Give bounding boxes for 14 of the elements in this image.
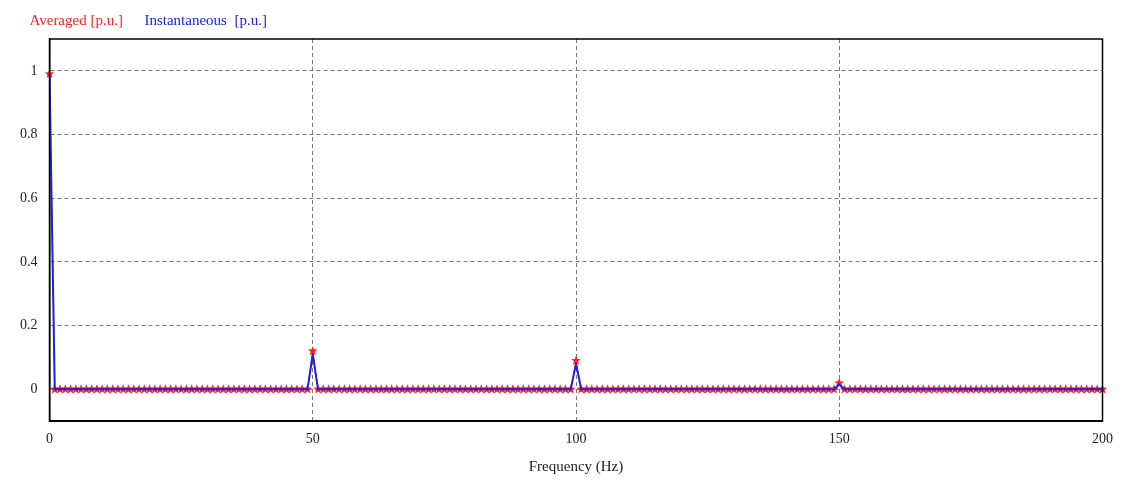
y-tick-label: 0.2 [20,317,38,333]
x-tick-label: 150 [828,431,850,447]
y-tick-label: 0.8 [20,126,38,142]
x-tick-label: 200 [1092,431,1113,447]
y-tick-label: 1 [30,62,38,78]
text: Averaged [p.u.] [29,12,123,29]
x-axis-title: Frequency (Hz) [528,457,624,475]
y-tick-label: 0.6 [20,189,38,205]
x-tick-label: 100 [565,431,587,447]
x-tick-label: 50 [305,431,320,447]
y-tick-label: 0 [30,381,38,397]
y-tick-label: 0.4 [20,253,38,269]
x-tick-label: 0 [46,431,53,447]
text: Instantaneous [p.u.] [144,12,267,29]
